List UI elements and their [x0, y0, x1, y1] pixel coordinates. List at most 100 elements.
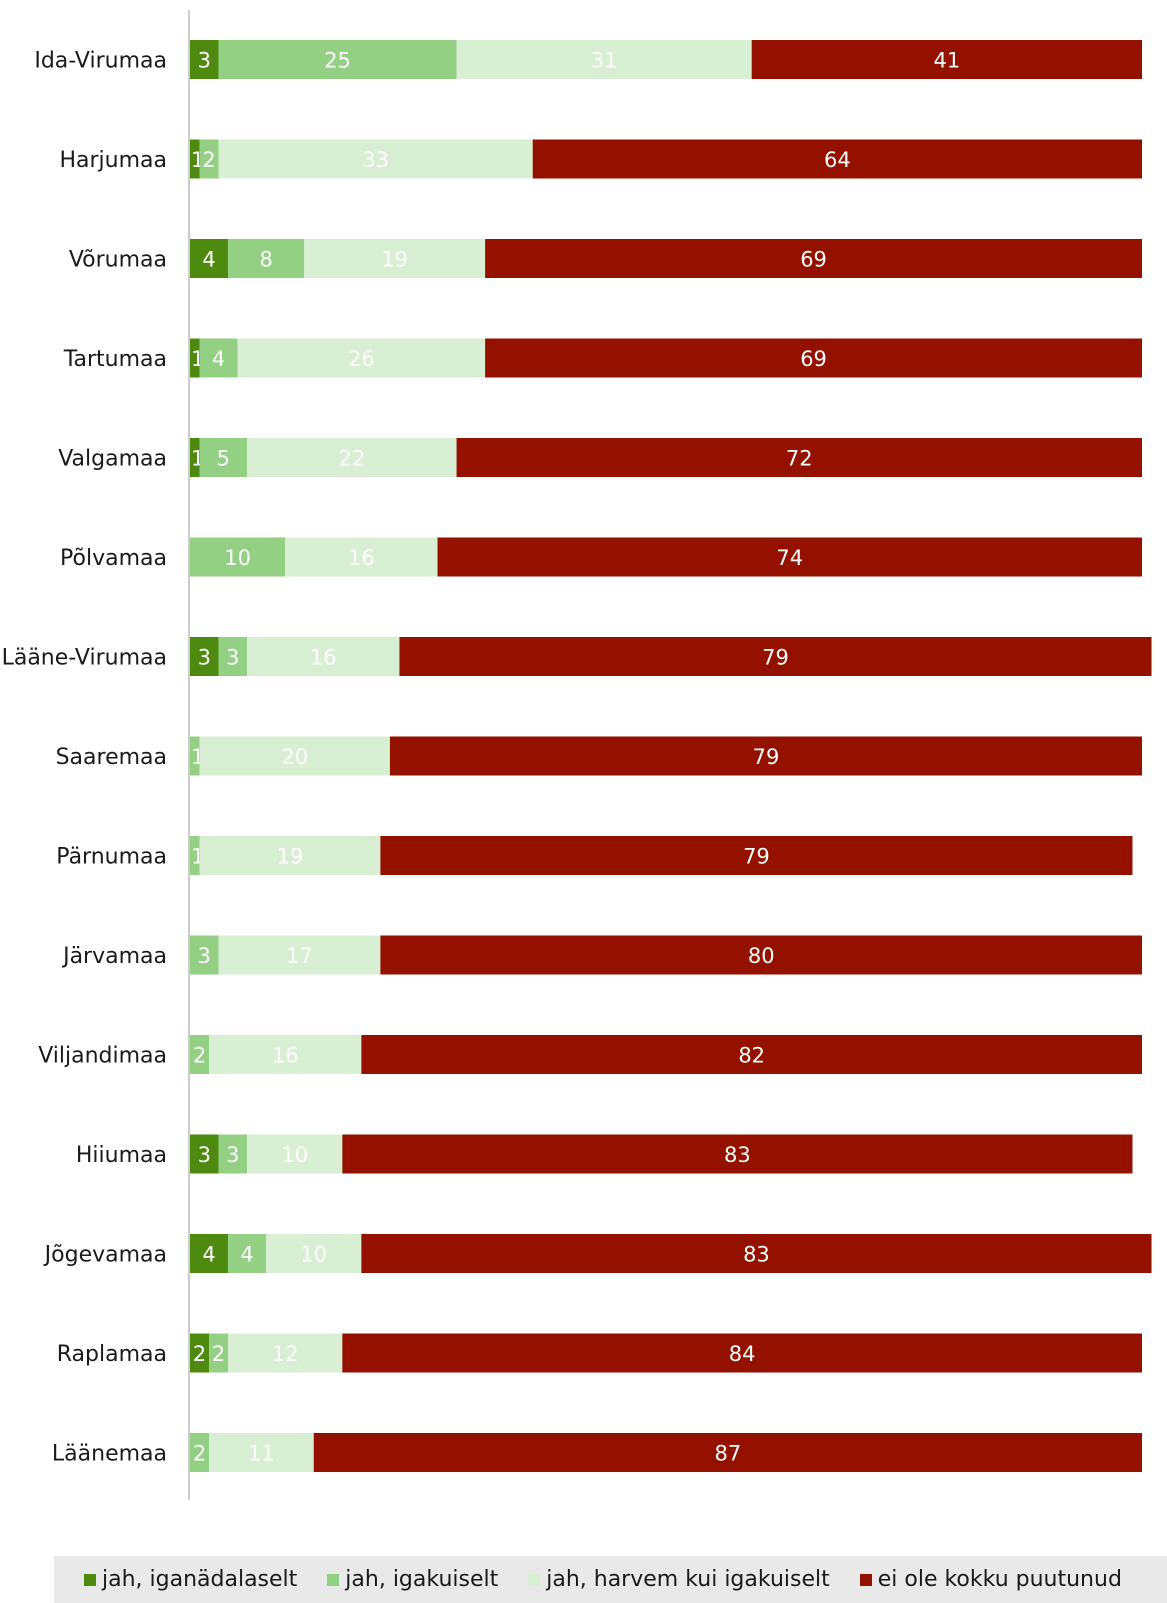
- data-label: 33: [362, 148, 389, 172]
- legend-label: jah, iganädalaselt: [102, 1567, 298, 1592]
- bar-segment: [190, 1035, 210, 1074]
- bar-segment: [190, 935, 219, 975]
- bar-segment: [199, 736, 390, 776]
- bar-segment: [199, 836, 381, 875]
- data-label: 84: [729, 1342, 756, 1366]
- legend-label: jah, igakuiselt: [345, 1567, 499, 1592]
- data-label: 26: [348, 347, 375, 371]
- data-label: 41: [933, 49, 960, 73]
- bar-segment: [218, 935, 381, 975]
- bar-segment: [532, 139, 1142, 179]
- data-label: 3: [226, 646, 239, 670]
- bar-segment: [190, 637, 219, 676]
- data-label: 69: [800, 347, 827, 371]
- data-label: 25: [324, 49, 351, 73]
- bar-segment: [342, 1333, 1142, 1373]
- bar-segment: [190, 40, 219, 79]
- data-label: 79: [762, 646, 789, 670]
- data-label: 10: [300, 1243, 327, 1267]
- bar-segment: [361, 1234, 1152, 1273]
- bar-segment: [190, 239, 229, 278]
- bar-segment: [218, 139, 533, 179]
- data-label: 8: [259, 248, 272, 272]
- data-label: 3: [198, 49, 211, 73]
- category-labels: Ida-Virumaa Harjumaa Võrumaa Tartumaa Valgam…: [2, 49, 167, 1467]
- bar-segment: [209, 1433, 314, 1472]
- data-label: 69: [800, 248, 827, 272]
- bar-segment: [199, 338, 238, 378]
- legend-label: jah, harvem kui igakuiselt: [546, 1567, 830, 1592]
- data-label: 2: [193, 1044, 206, 1068]
- data-label: 16: [348, 546, 375, 570]
- data-label: 79: [743, 845, 770, 869]
- legend-item: jah, iganädalaselt: [84, 1567, 297, 1592]
- data-label: 17: [286, 944, 313, 968]
- category-label: Lääne-Virumaa: [2, 646, 167, 671]
- data-label: 19: [381, 248, 408, 272]
- category-label: Põlvamaa: [60, 546, 167, 571]
- data-label: 4: [202, 1243, 215, 1267]
- bar-segment: [190, 338, 200, 378]
- category-label: Võrumaa: [69, 248, 167, 273]
- data-label: 3: [198, 944, 211, 968]
- bar-segment: [266, 1234, 362, 1273]
- data-label: 64: [824, 148, 851, 172]
- bar-segment: [209, 1333, 229, 1373]
- bar-segment: [190, 139, 200, 179]
- legend-swatch: [859, 1573, 872, 1586]
- bar-segment: [247, 438, 457, 477]
- data-label: 2: [193, 1342, 206, 1366]
- bar-segment: [190, 1433, 210, 1472]
- bar-segment: [209, 1035, 362, 1074]
- bar-segment: [361, 1035, 1142, 1074]
- category-label: Jõgevamaa: [43, 1243, 167, 1268]
- bar-segment: [399, 637, 1152, 676]
- legend-item: jah, harvem kui igakuiselt: [528, 1567, 830, 1592]
- data-label: 11: [248, 1442, 275, 1466]
- category-label: Hiiumaa: [76, 1143, 167, 1168]
- data-label: 87: [715, 1442, 742, 1466]
- category-label: Läänemaa: [52, 1442, 167, 1467]
- bar-segment: [456, 40, 752, 79]
- data-label: 2: [193, 1442, 206, 1466]
- data-label: 82: [738, 1044, 765, 1068]
- category-label: Valgamaa: [58, 447, 167, 472]
- data-label: 3: [198, 1143, 211, 1167]
- bar-segment: [228, 1234, 267, 1273]
- bar-segment: [285, 537, 438, 577]
- bar-segment: [380, 935, 1142, 975]
- bar-segment: [380, 836, 1133, 875]
- category-label: Järvamaa: [61, 944, 167, 969]
- category-label: Pärnumaa: [56, 845, 167, 870]
- data-label: 83: [724, 1143, 751, 1167]
- legend-swatch: [84, 1573, 96, 1586]
- bar-segment: [218, 40, 457, 79]
- bar-segment: [228, 1333, 343, 1373]
- data-label: 16: [272, 1044, 299, 1068]
- data-label: 80: [748, 944, 775, 968]
- bar-segment: [190, 1134, 219, 1174]
- category-label: Raplamaa: [57, 1342, 167, 1367]
- data-label: 3: [226, 1143, 239, 1167]
- bar-segment: [228, 239, 305, 278]
- bar-segment: [456, 438, 1142, 477]
- stacked-bar-chart: Ida-Virumaa Harjumaa Võrumaa Tartumaa Valgam…: [2, 10, 1152, 1500]
- bar-segment: [190, 836, 200, 875]
- data-label: 22: [338, 447, 365, 471]
- data-label: 20: [281, 745, 308, 769]
- data-label: 4: [202, 248, 215, 272]
- bar-segment: [247, 1134, 343, 1174]
- bar-segment: [485, 338, 1142, 378]
- data-label: 5: [217, 447, 230, 471]
- data-label: 3: [198, 646, 211, 670]
- data-label: 10: [224, 546, 251, 570]
- legend-swatch: [327, 1573, 340, 1586]
- bar-segment: [313, 1433, 1142, 1472]
- legend-item: jah, igakuiselt: [327, 1567, 498, 1592]
- data-label: 74: [776, 546, 803, 570]
- data-label: 31: [591, 49, 618, 73]
- category-label: Ida-Virumaa: [34, 49, 167, 74]
- category-label: Harjumaa: [59, 148, 167, 173]
- bar-segment: [190, 1333, 210, 1373]
